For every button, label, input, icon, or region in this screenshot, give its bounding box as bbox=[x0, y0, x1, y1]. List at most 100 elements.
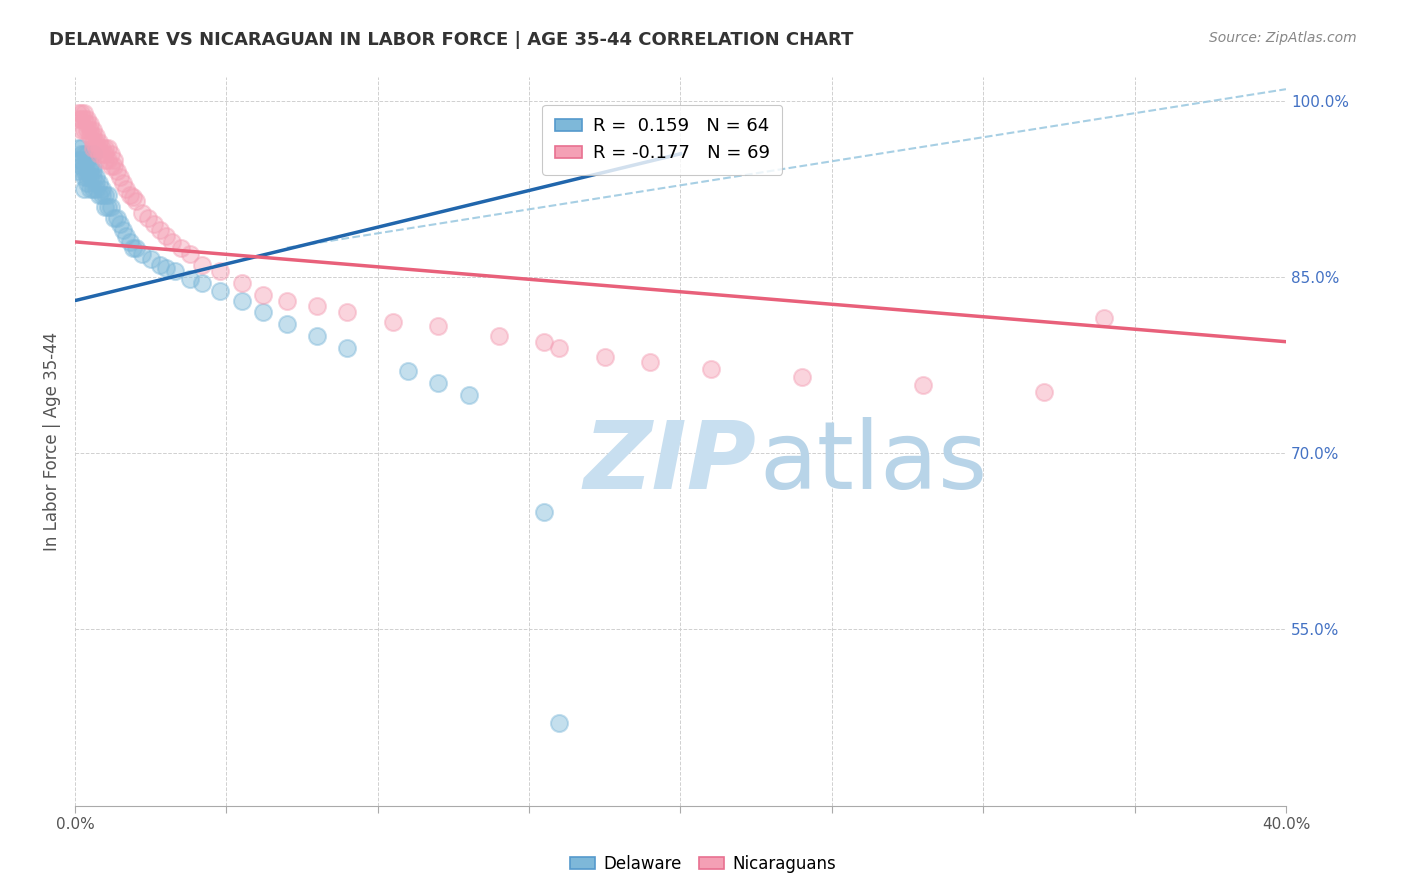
Text: Source: ZipAtlas.com: Source: ZipAtlas.com bbox=[1209, 31, 1357, 45]
Nicaraguans bbox=[118, 187, 141, 202]
Delaware bbox=[94, 187, 117, 202]
Nicaraguans bbox=[112, 176, 135, 190]
Nicaraguans bbox=[160, 235, 183, 249]
Delaware bbox=[76, 146, 98, 161]
Nicaraguans bbox=[94, 146, 117, 161]
Nicaraguans bbox=[136, 211, 159, 226]
Delaware bbox=[548, 716, 571, 731]
Delaware bbox=[276, 317, 298, 331]
Text: ZIP: ZIP bbox=[583, 417, 756, 509]
Nicaraguans bbox=[76, 112, 98, 126]
Delaware bbox=[307, 328, 329, 343]
Delaware bbox=[118, 235, 141, 249]
Delaware bbox=[70, 146, 93, 161]
Delaware bbox=[84, 170, 107, 185]
Delaware bbox=[155, 260, 177, 275]
Nicaraguans bbox=[91, 146, 114, 161]
Nicaraguans bbox=[70, 105, 93, 120]
Nicaraguans bbox=[73, 105, 96, 120]
Delaware bbox=[79, 170, 101, 185]
Delaware bbox=[84, 176, 107, 190]
Delaware bbox=[76, 153, 98, 167]
Legend: Delaware, Nicaraguans: Delaware, Nicaraguans bbox=[564, 848, 842, 880]
Nicaraguans bbox=[209, 264, 232, 278]
Delaware bbox=[336, 341, 359, 355]
Nicaraguans bbox=[103, 153, 125, 167]
Nicaraguans bbox=[276, 293, 298, 308]
Nicaraguans bbox=[70, 123, 93, 137]
Delaware bbox=[427, 376, 450, 390]
Nicaraguans bbox=[82, 135, 104, 149]
Delaware bbox=[79, 164, 101, 178]
Nicaraguans bbox=[97, 141, 120, 155]
Delaware bbox=[73, 170, 96, 185]
Delaware bbox=[533, 505, 555, 519]
Delaware bbox=[149, 258, 172, 272]
Nicaraguans bbox=[94, 141, 117, 155]
Nicaraguans bbox=[381, 315, 404, 329]
Nicaraguans bbox=[94, 153, 117, 167]
Nicaraguans bbox=[170, 241, 193, 255]
Nicaraguans bbox=[593, 350, 616, 364]
Nicaraguans bbox=[79, 129, 101, 144]
Delaware bbox=[94, 200, 117, 214]
Nicaraguans bbox=[231, 276, 253, 290]
Delaware bbox=[67, 153, 90, 167]
Nicaraguans bbox=[790, 370, 813, 384]
Delaware bbox=[73, 164, 96, 178]
Delaware bbox=[163, 264, 186, 278]
Nicaraguans bbox=[700, 361, 723, 376]
Nicaraguans bbox=[84, 135, 107, 149]
Delaware bbox=[73, 146, 96, 161]
Nicaraguans bbox=[76, 117, 98, 131]
Nicaraguans bbox=[124, 194, 146, 208]
Nicaraguans bbox=[1032, 385, 1054, 400]
Nicaraguans bbox=[70, 112, 93, 126]
Nicaraguans bbox=[336, 305, 359, 319]
Delaware bbox=[67, 164, 90, 178]
Nicaraguans bbox=[307, 300, 329, 314]
Delaware bbox=[139, 252, 162, 267]
Nicaraguans bbox=[73, 123, 96, 137]
Nicaraguans bbox=[252, 287, 274, 301]
Delaware bbox=[76, 164, 98, 178]
Nicaraguans bbox=[911, 378, 934, 392]
Nicaraguans bbox=[488, 328, 510, 343]
Delaware bbox=[191, 276, 214, 290]
Delaware bbox=[112, 223, 135, 237]
Nicaraguans bbox=[91, 141, 114, 155]
Delaware bbox=[105, 211, 128, 226]
Delaware bbox=[110, 217, 132, 231]
Delaware bbox=[73, 182, 96, 196]
Nicaraguans bbox=[103, 159, 125, 173]
Nicaraguans bbox=[121, 190, 143, 204]
Nicaraguans bbox=[191, 258, 214, 272]
Nicaraguans bbox=[548, 341, 571, 355]
Delaware bbox=[70, 159, 93, 173]
Nicaraguans bbox=[82, 129, 104, 144]
Delaware bbox=[82, 159, 104, 173]
Nicaraguans bbox=[149, 223, 172, 237]
Delaware bbox=[84, 182, 107, 196]
Legend: R =  0.159   N = 64, R = -0.177   N = 69: R = 0.159 N = 64, R = -0.177 N = 69 bbox=[543, 104, 782, 175]
Delaware bbox=[121, 241, 143, 255]
Delaware bbox=[91, 187, 114, 202]
Nicaraguans bbox=[79, 117, 101, 131]
Nicaraguans bbox=[100, 146, 122, 161]
Delaware bbox=[76, 170, 98, 185]
Delaware bbox=[67, 141, 90, 155]
Delaware bbox=[115, 229, 138, 244]
Delaware bbox=[396, 364, 419, 378]
Delaware bbox=[457, 387, 479, 401]
Nicaraguans bbox=[79, 123, 101, 137]
Delaware bbox=[231, 293, 253, 308]
Nicaraguans bbox=[179, 246, 201, 260]
Delaware bbox=[179, 272, 201, 286]
Delaware bbox=[209, 284, 232, 298]
Nicaraguans bbox=[73, 112, 96, 126]
Text: DELAWARE VS NICARAGUAN IN LABOR FORCE | AGE 35-44 CORRELATION CHART: DELAWARE VS NICARAGUAN IN LABOR FORCE | … bbox=[49, 31, 853, 49]
Delaware bbox=[70, 141, 93, 155]
Nicaraguans bbox=[67, 112, 90, 126]
Delaware bbox=[73, 159, 96, 173]
Delaware bbox=[89, 187, 111, 202]
